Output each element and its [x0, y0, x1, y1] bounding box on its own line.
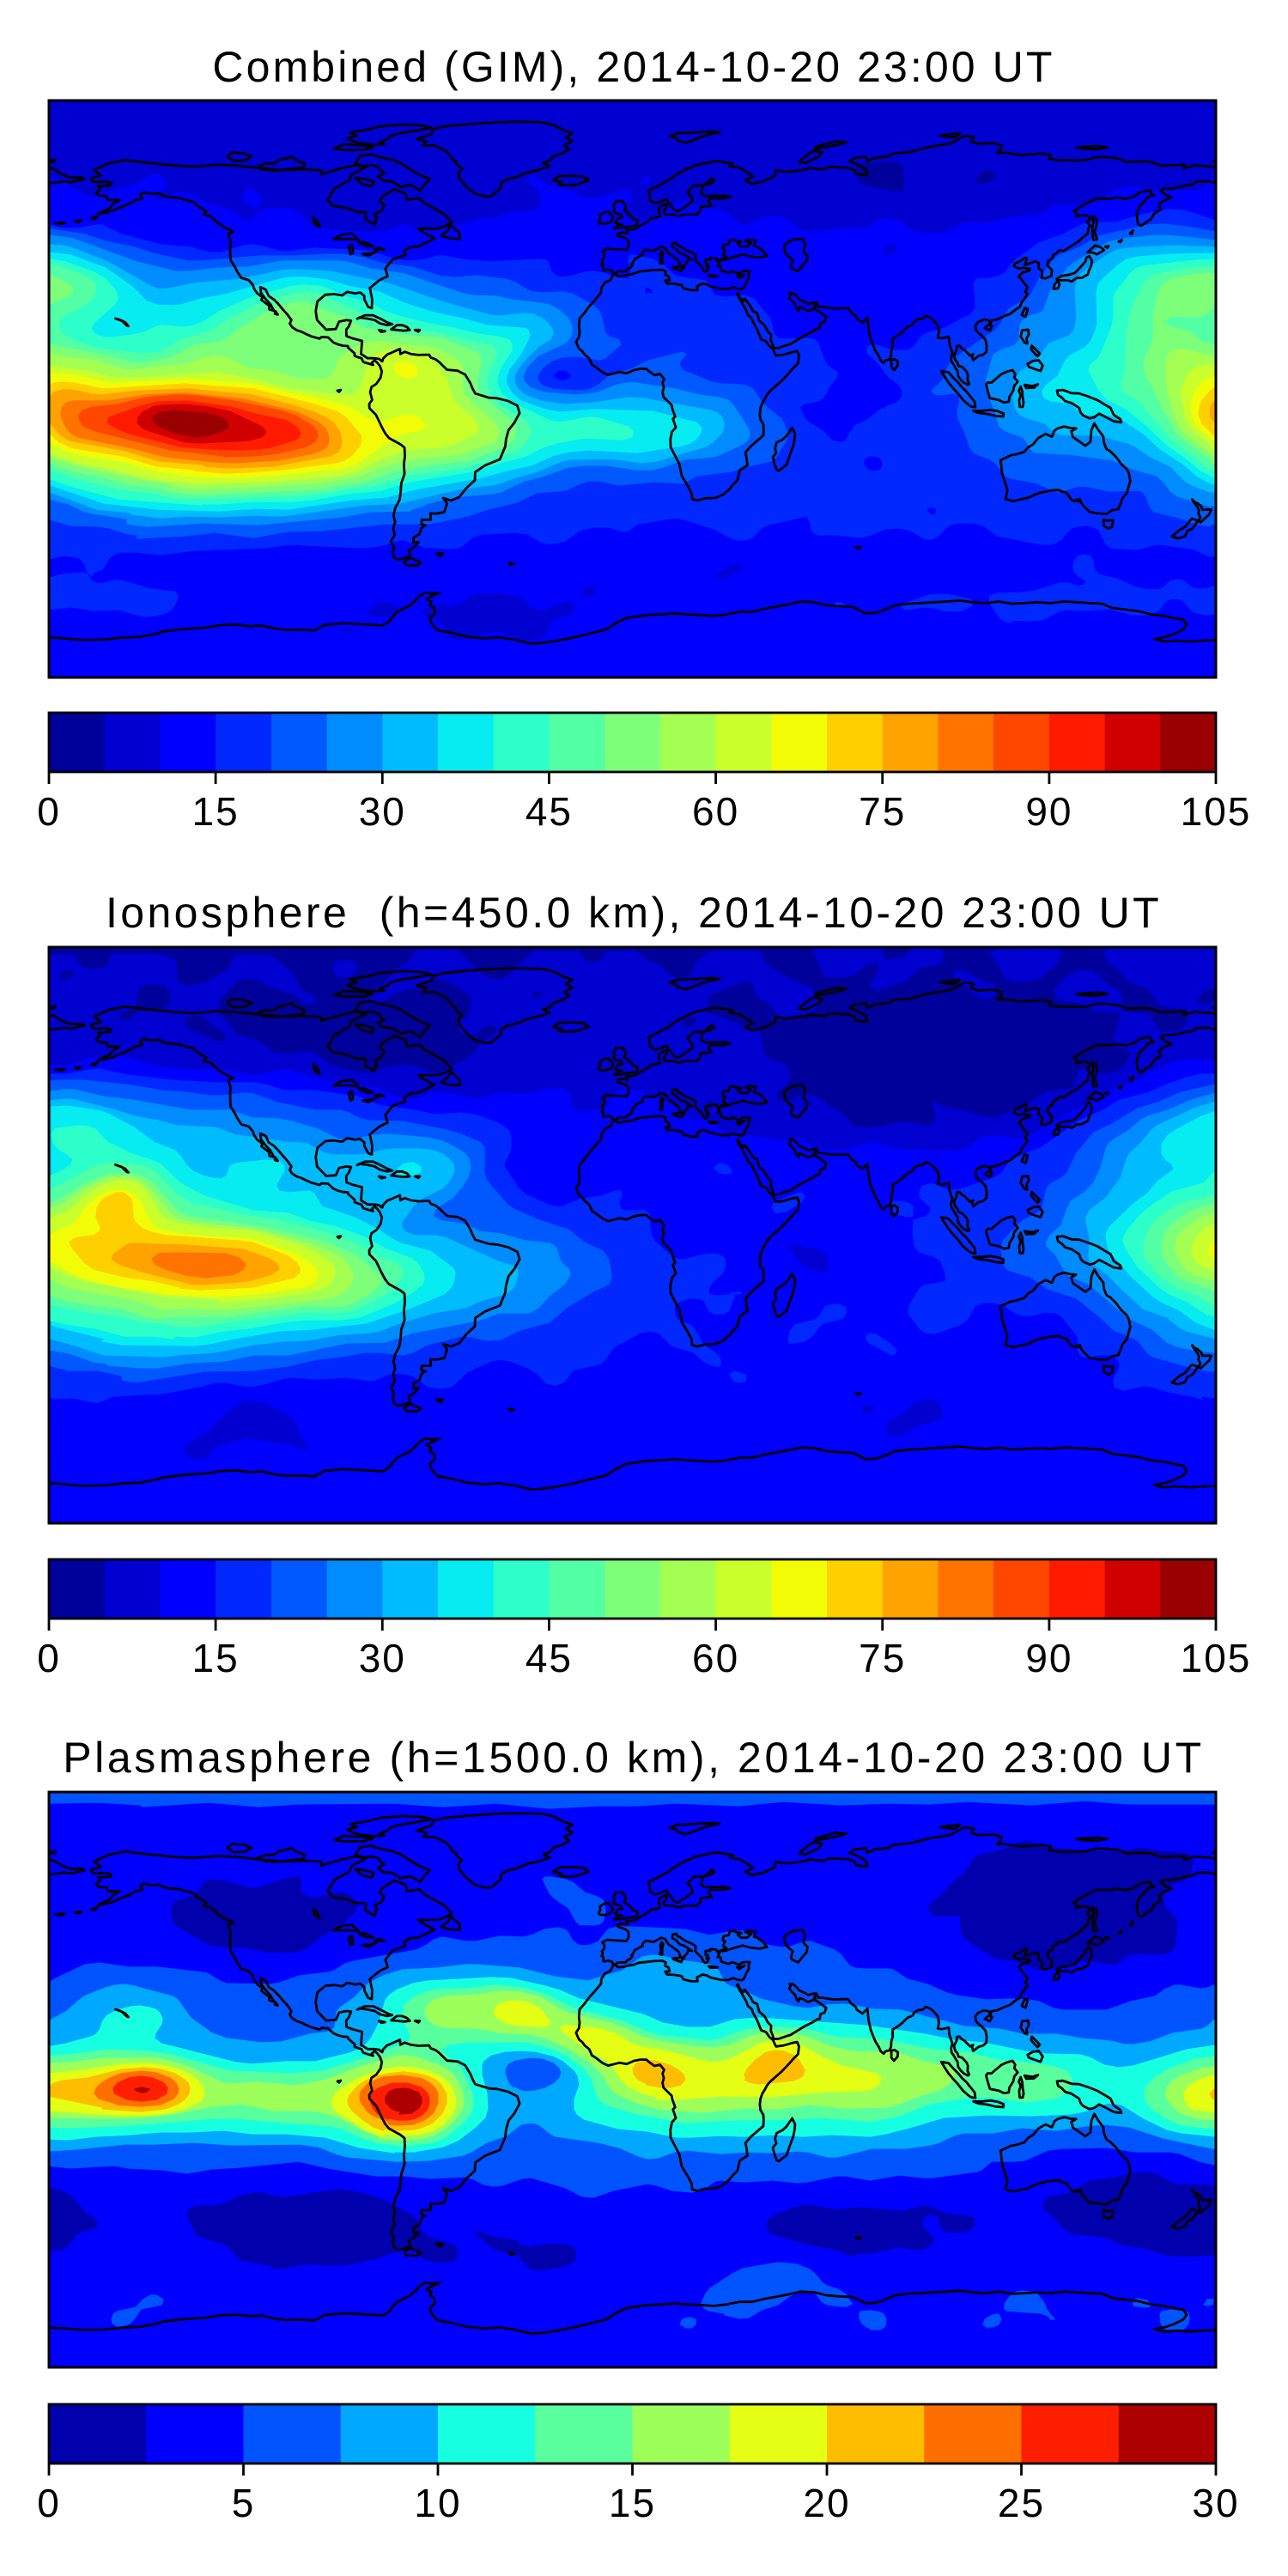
svg-text:90: 90 — [1025, 1636, 1072, 1680]
svg-text:Plasmasphere (h=1500.0 km), 20: Plasmasphere (h=1500.0 km), 2014-10-20 2… — [63, 1734, 1205, 1782]
svg-text:30: 30 — [359, 1636, 406, 1680]
svg-text:25: 25 — [998, 2481, 1045, 2525]
svg-text:0: 0 — [37, 2481, 61, 2525]
svg-text:15: 15 — [192, 789, 240, 834]
svg-text:30: 30 — [359, 789, 406, 834]
svg-text:0: 0 — [37, 1636, 61, 1680]
svg-text:30: 30 — [1192, 2481, 1239, 2525]
svg-text:105: 105 — [1181, 1636, 1252, 1680]
svg-text:60: 60 — [692, 1636, 739, 1680]
svg-text:20: 20 — [803, 2481, 850, 2525]
svg-text:60: 60 — [692, 789, 739, 834]
svg-text:105: 105 — [1181, 789, 1252, 834]
svg-text:15: 15 — [609, 2481, 656, 2525]
svg-text:75: 75 — [859, 1636, 906, 1680]
svg-text:75: 75 — [859, 789, 906, 834]
svg-text:45: 45 — [526, 1636, 573, 1680]
svg-text:10: 10 — [414, 2481, 461, 2525]
svg-text:90: 90 — [1025, 789, 1072, 834]
svg-text:Ionosphere (h=450.0 km), 2014: Ionosphere (h=450.0 km), 2014-10-20 23:0… — [106, 889, 1162, 937]
svg-text:0: 0 — [37, 789, 61, 834]
svg-text:Combined (GIM), 2014-10-20 23:: Combined (GIM), 2014-10-20 23:00 UT — [212, 43, 1054, 91]
svg-text:15: 15 — [192, 1636, 240, 1680]
svg-text:45: 45 — [526, 789, 573, 834]
svg-text:5: 5 — [232, 2481, 256, 2525]
